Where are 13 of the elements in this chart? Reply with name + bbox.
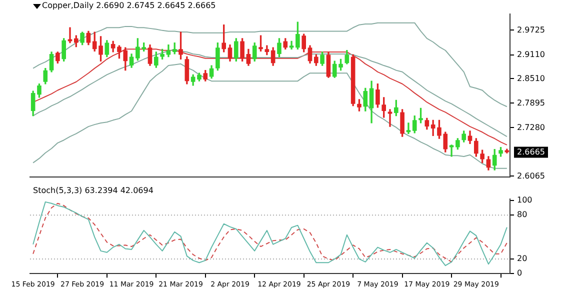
chart-title: Copper,Daily 2.6690 2.6745 2.6645 2.6665 [42,1,216,10]
y-tick-label: 2.8510 [517,74,545,83]
text: 2.6665 [517,147,545,156]
y-tick-label: 2.9725 [517,25,545,34]
y-tick-label: 100 [517,196,532,205]
y-tick-label: 20 [517,254,528,264]
y-tick-label: 2.7895 [517,98,545,108]
y-tick-label: 2.9110 [517,50,545,59]
y-tick-label: 80 [517,210,528,220]
y-tick-label: 0 [517,268,522,278]
y-tick-label: 2.7280 [517,122,545,132]
chart-title: Stoch(5,3,3) 63.2394 42.0694 [33,186,154,196]
y-tick-label: 2.6065 [517,171,545,180]
